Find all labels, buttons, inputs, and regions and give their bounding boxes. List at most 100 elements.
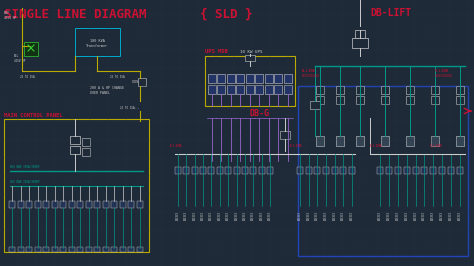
Bar <box>306 167 312 174</box>
Bar <box>456 96 464 104</box>
Text: E-LINK: E-LINK <box>370 144 383 148</box>
Text: 100 KVA: 100 KVA <box>90 39 104 43</box>
Bar <box>82 138 90 146</box>
Bar <box>35 201 41 208</box>
Bar <box>227 74 235 83</box>
Bar <box>448 167 454 174</box>
Bar <box>227 85 235 94</box>
Text: XXXXXX: XXXXXX <box>387 211 391 220</box>
Bar <box>94 247 100 252</box>
Text: XXXXXX: XXXXXX <box>201 211 205 220</box>
Bar <box>255 85 264 94</box>
Bar <box>120 247 126 252</box>
Bar <box>86 247 92 252</box>
Bar <box>352 38 368 48</box>
Bar <box>60 247 66 252</box>
Text: DB-LIFT: DB-LIFT <box>370 8 411 18</box>
Bar <box>237 85 245 94</box>
Bar <box>218 85 226 94</box>
Bar <box>421 167 428 174</box>
Bar <box>457 167 463 174</box>
Text: E-LINK: E-LINK <box>170 144 183 148</box>
Bar <box>245 55 255 61</box>
Bar <box>404 167 410 174</box>
Bar <box>316 136 324 146</box>
Text: BUS BAR 300A/300NM: BUS BAR 300A/300NM <box>10 165 39 169</box>
Text: XXXXXX: XXXXXX <box>458 211 462 220</box>
Bar <box>267 167 273 174</box>
Bar <box>191 167 198 174</box>
Bar <box>218 74 226 83</box>
Bar <box>406 86 414 94</box>
Bar <box>4 119 149 252</box>
Text: XXXXXX: XXXXXX <box>298 211 302 220</box>
Bar <box>70 146 80 154</box>
Bar <box>26 247 32 252</box>
Bar <box>9 201 15 208</box>
Text: XXXXXX: XXXXXX <box>260 211 264 220</box>
Bar <box>43 247 49 252</box>
Bar <box>128 201 135 208</box>
Bar <box>120 201 126 208</box>
Text: E-LINK: E-LINK <box>430 144 443 148</box>
Bar <box>217 167 223 174</box>
Text: DB-G: DB-G <box>250 109 270 118</box>
Text: XXXXXXXXXXX: XXXXXXXXXXX <box>302 74 320 78</box>
Bar <box>137 247 143 252</box>
Bar <box>82 148 90 156</box>
Bar <box>200 167 206 174</box>
Bar <box>412 167 419 174</box>
Bar <box>137 201 143 208</box>
Text: XXXXXX: XXXXXX <box>449 211 453 220</box>
Bar <box>431 86 439 94</box>
Text: XXXXXX: XXXXXX <box>176 211 180 220</box>
Text: XXXXXX: XXXXXX <box>268 211 272 220</box>
Bar <box>456 136 464 146</box>
Bar <box>183 167 190 174</box>
Bar <box>349 167 355 174</box>
Bar <box>18 201 24 208</box>
Text: XXXXXX: XXXXXX <box>324 211 328 220</box>
Text: XXXXXX: XXXXXX <box>333 211 337 220</box>
Text: OVER PANEL: OVER PANEL <box>90 91 110 95</box>
Bar <box>43 201 49 208</box>
Bar <box>340 167 346 174</box>
Bar <box>336 136 344 146</box>
Text: 415V 3P: 415V 3P <box>14 59 26 63</box>
Text: N-LINK: N-LINK <box>302 69 316 73</box>
Text: XXXXXX: XXXXXX <box>235 211 238 220</box>
Bar <box>94 201 100 208</box>
Bar <box>406 136 414 146</box>
Bar <box>208 74 216 83</box>
Text: { SLD }: { SLD } <box>200 8 253 21</box>
Text: 25 TO 15A: 25 TO 15A <box>20 75 35 79</box>
Bar <box>274 74 283 83</box>
Bar <box>237 74 245 83</box>
Bar <box>205 56 295 106</box>
Text: Transformer: Transformer <box>86 44 108 48</box>
Text: XXXXXX: XXXXXX <box>378 211 382 220</box>
Bar <box>246 74 254 83</box>
Bar <box>259 167 264 174</box>
Bar <box>314 167 320 174</box>
Text: COS: COS <box>132 80 139 84</box>
Bar <box>431 136 439 146</box>
Bar <box>310 101 320 109</box>
Bar <box>242 167 248 174</box>
Text: XXXXXX: XXXXXX <box>193 211 197 220</box>
Bar <box>381 136 389 146</box>
Bar <box>26 201 32 208</box>
Text: BIL: BIL <box>14 54 19 58</box>
Text: XXXXXX: XXXXXX <box>422 211 427 220</box>
Bar <box>234 167 239 174</box>
Text: 415V 3P: 415V 3P <box>4 16 16 20</box>
Text: XXXXXX: XXXXXX <box>251 211 255 220</box>
Bar <box>86 201 92 208</box>
Text: 25 TO 15A...: 25 TO 15A... <box>120 106 139 110</box>
Bar <box>208 85 216 94</box>
Bar <box>60 201 66 208</box>
Bar <box>377 167 383 174</box>
Text: XXXXXX: XXXXXX <box>243 211 247 220</box>
Text: 25 TO 15A: 25 TO 15A <box>110 75 125 79</box>
Text: E-LINK: E-LINK <box>290 144 303 148</box>
